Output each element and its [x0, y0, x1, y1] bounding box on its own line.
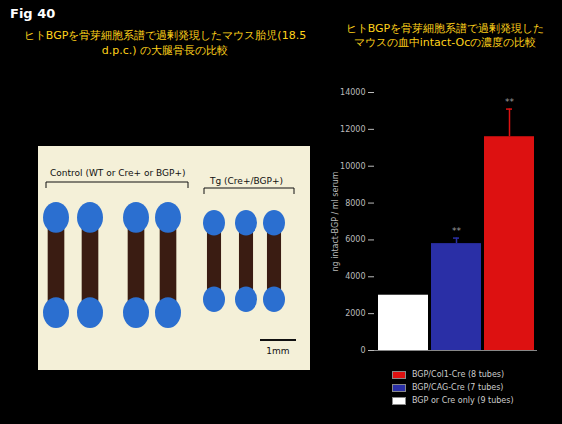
- html-text:ヒトBGPを骨芽細胞系譜で過剰発現したマウスの血中intac: ヒトBGPを骨芽細胞系譜で過剰発現したマウスの血中intact-Ocの濃度の比較: [345, 22, 545, 49]
- html-text:BGP/CAG-Cre (7 tubes): BGP/CAG-Cre (7 tubes): [412, 383, 504, 392]
- html-text:BGP/Col1-Cre (8 tubes): BGP/Col1-Cre (8 tubes): [412, 370, 505, 379]
- svg-text:4000: 4000: [345, 272, 365, 281]
- html-text:ヒトBGPを骨芽細胞系譜で過剰発現したマウス胎児(18.5: ヒトBGPを骨芽細胞系譜で過剰発現したマウス胎児(18.5 d.p.c.) の大…: [23, 29, 307, 57]
- svg-text:10000: 10000: [340, 162, 365, 171]
- svg-text:Tg (Cre+/BGP+): Tg (Cre+/BGP+): [209, 176, 283, 186]
- html-text:Fig 40: Fig 40: [10, 6, 56, 21]
- svg-text:**: **: [452, 226, 462, 236]
- svg-text:2000: 2000: [345, 309, 365, 318]
- svg-text:14000: 14000: [340, 88, 365, 97]
- svg-text:Control (WT or Cre+ or BGP+): Control (WT or Cre+ or BGP+): [50, 168, 186, 178]
- html-text:BGP or Cre only (9 tubes): BGP or Cre only (9 tubes): [412, 396, 514, 405]
- svg-text:8000: 8000: [345, 199, 365, 208]
- svg-text:ng intact-BGP / ml serum: ng intact-BGP / ml serum: [331, 171, 340, 271]
- svg-text:0: 0: [360, 346, 365, 355]
- svg-text:6000: 6000: [345, 235, 365, 244]
- svg-text:**: **: [505, 97, 515, 107]
- svg-text:12000: 12000: [340, 125, 365, 134]
- svg-text:1mm: 1mm: [266, 346, 289, 356]
